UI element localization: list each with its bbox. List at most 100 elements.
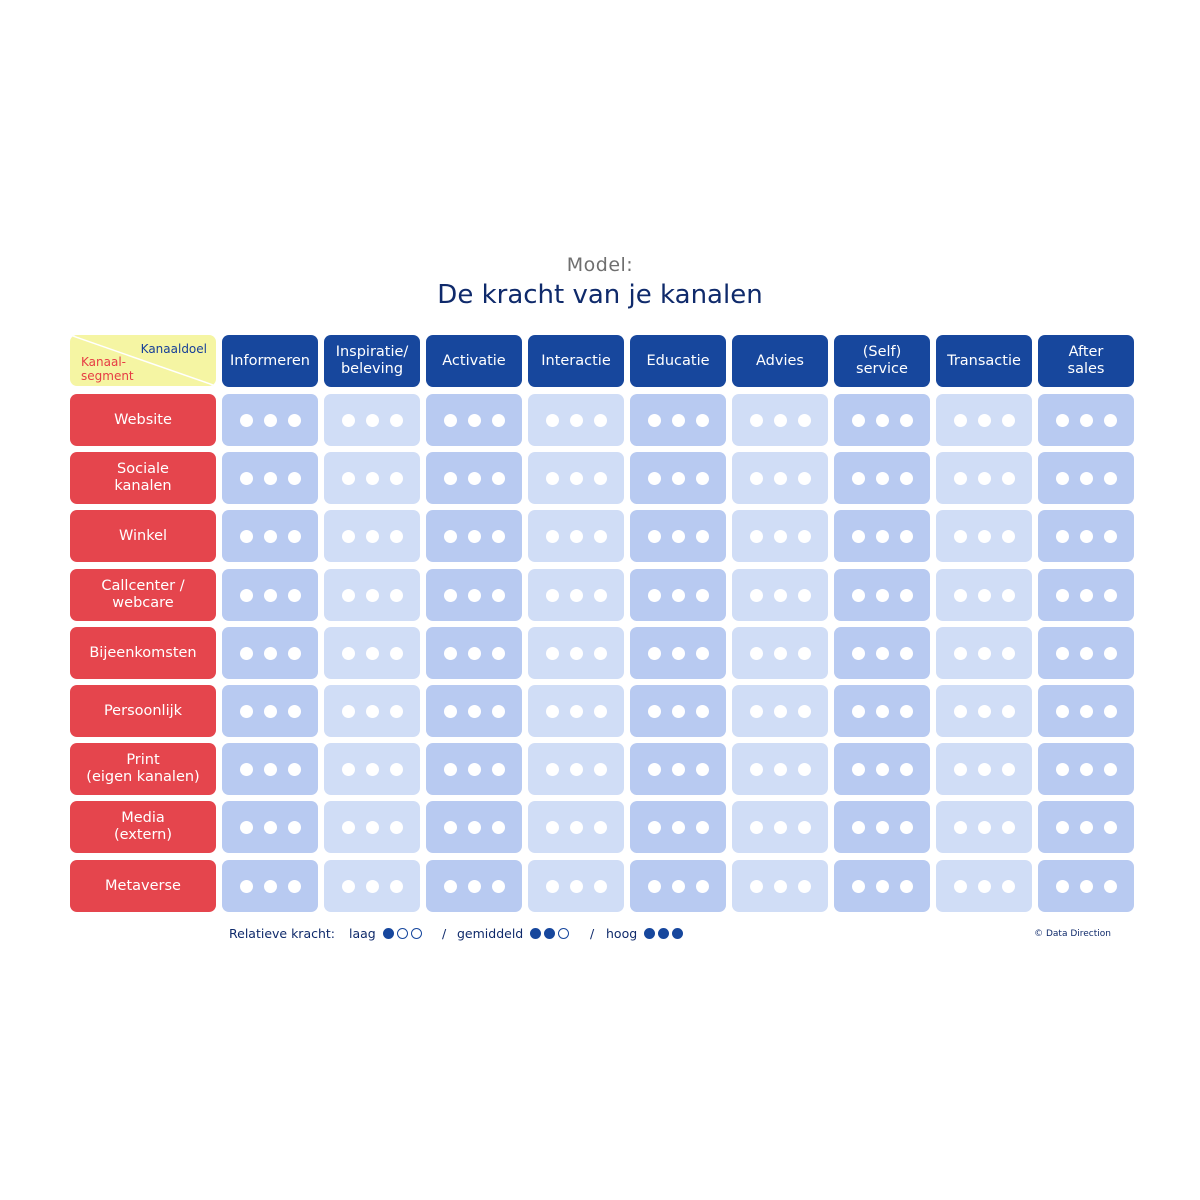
row-header: Print (eigen kanalen) [70,743,216,795]
rating-cell [936,685,1032,737]
rating-dot-icon [647,471,661,485]
empty-dot-icon [558,928,570,939]
rating-dot-icon [977,646,991,660]
rating-dot-icon [1001,879,1015,893]
rating-dot-icon [851,413,865,427]
rating-dot-icon [287,879,301,893]
rating-dot-icon [953,762,967,776]
rating-dot-icon [695,762,709,776]
rating-dot-icon [1055,413,1069,427]
rating-dot-icon [647,820,661,834]
rating-dot-icon [1079,413,1093,427]
rating-dot-icon [263,820,277,834]
rating-dot-icon [1103,471,1117,485]
rating-cell [1038,394,1134,446]
column-header: Interactie [528,335,624,387]
rating-dot-icon [467,588,481,602]
rating-cell [324,685,420,737]
rating-dot-icon [977,588,991,602]
column-header: Informeren [222,335,318,387]
rating-cell [426,569,522,621]
model-subtitle: Model: [566,254,634,276]
rating-dot-icon [569,704,583,718]
rating-cell [936,394,1032,446]
rating-dot-icon [389,704,403,718]
rating-dot-icon [467,646,481,660]
rating-dot-icon [263,588,277,602]
rating-dot-icon [545,529,559,543]
rating-cell [528,743,624,795]
rating-dot-icon [695,820,709,834]
page-title: De kracht van je kanalen [437,280,763,310]
rating-cell [324,801,420,853]
rating-dot-icon [875,820,889,834]
rating-dot-icon [671,762,685,776]
rating-dot-icon [899,588,913,602]
copyright: © Data Direction [1034,929,1111,939]
rating-dot-icon [239,762,253,776]
rating-dot-icon [953,588,967,602]
rating-dot-icon [773,762,787,776]
rating-cell [732,627,828,679]
rating-dot-icon [389,588,403,602]
rating-cell [732,743,828,795]
rating-dot-icon [467,413,481,427]
rating-dot-icon [875,471,889,485]
rating-dot-icon [797,588,811,602]
rating-dot-icon [1055,529,1069,543]
rating-dot-icon [491,413,505,427]
rating-dot-icon [749,413,763,427]
rating-dot-icon [467,471,481,485]
rating-cell [222,801,318,853]
rating-dot-icon [287,762,301,776]
rating-dot-icon [443,879,457,893]
rating-dot-icon [1079,646,1093,660]
rating-cell [222,743,318,795]
rating-dot-icon [443,820,457,834]
rating-dot-icon [569,588,583,602]
column-header: Advies [732,335,828,387]
rating-cell [1038,627,1134,679]
rating-cell [426,685,522,737]
rating-dot-icon [1055,646,1069,660]
rating-cell [528,801,624,853]
rating-dot-icon [773,704,787,718]
column-header: Transactie [936,335,1032,387]
legend-separator: / [442,926,447,941]
rating-cell [1038,452,1134,504]
rating-dot-icon [365,471,379,485]
rating-cell [222,510,318,562]
row-header: Media (extern) [70,801,216,853]
rating-dot-icon [569,471,583,485]
rating-cell [630,860,726,912]
rating-dot-icon [389,820,403,834]
rating-cell [1038,685,1134,737]
rating-cell [528,569,624,621]
rating-cell [834,394,930,446]
rating-cell [324,394,420,446]
rating-dot-icon [773,529,787,543]
filled-dot-icon [644,928,656,939]
rating-dot-icon [263,879,277,893]
rating-dot-icon [365,820,379,834]
rating-dot-icon [1001,762,1015,776]
rating-dot-icon [341,704,355,718]
rating-cell [936,627,1032,679]
rating-dot-icon [389,762,403,776]
rating-dot-icon [389,646,403,660]
rating-dot-icon [491,529,505,543]
rating-dot-icon [569,762,583,776]
rating-dot-icon [851,704,865,718]
rating-dot-icon [953,646,967,660]
diagonal-divider [70,335,216,386]
rating-dot-icon [593,588,607,602]
rating-cell [732,452,828,504]
rating-dot-icon [875,529,889,543]
rating-cell [1038,743,1134,795]
rating-dot-icon [341,529,355,543]
rating-dot-icon [749,820,763,834]
rating-dot-icon [899,704,913,718]
rating-dot-icon [491,879,505,893]
rating-cell [324,569,420,621]
rating-dot-icon [593,471,607,485]
